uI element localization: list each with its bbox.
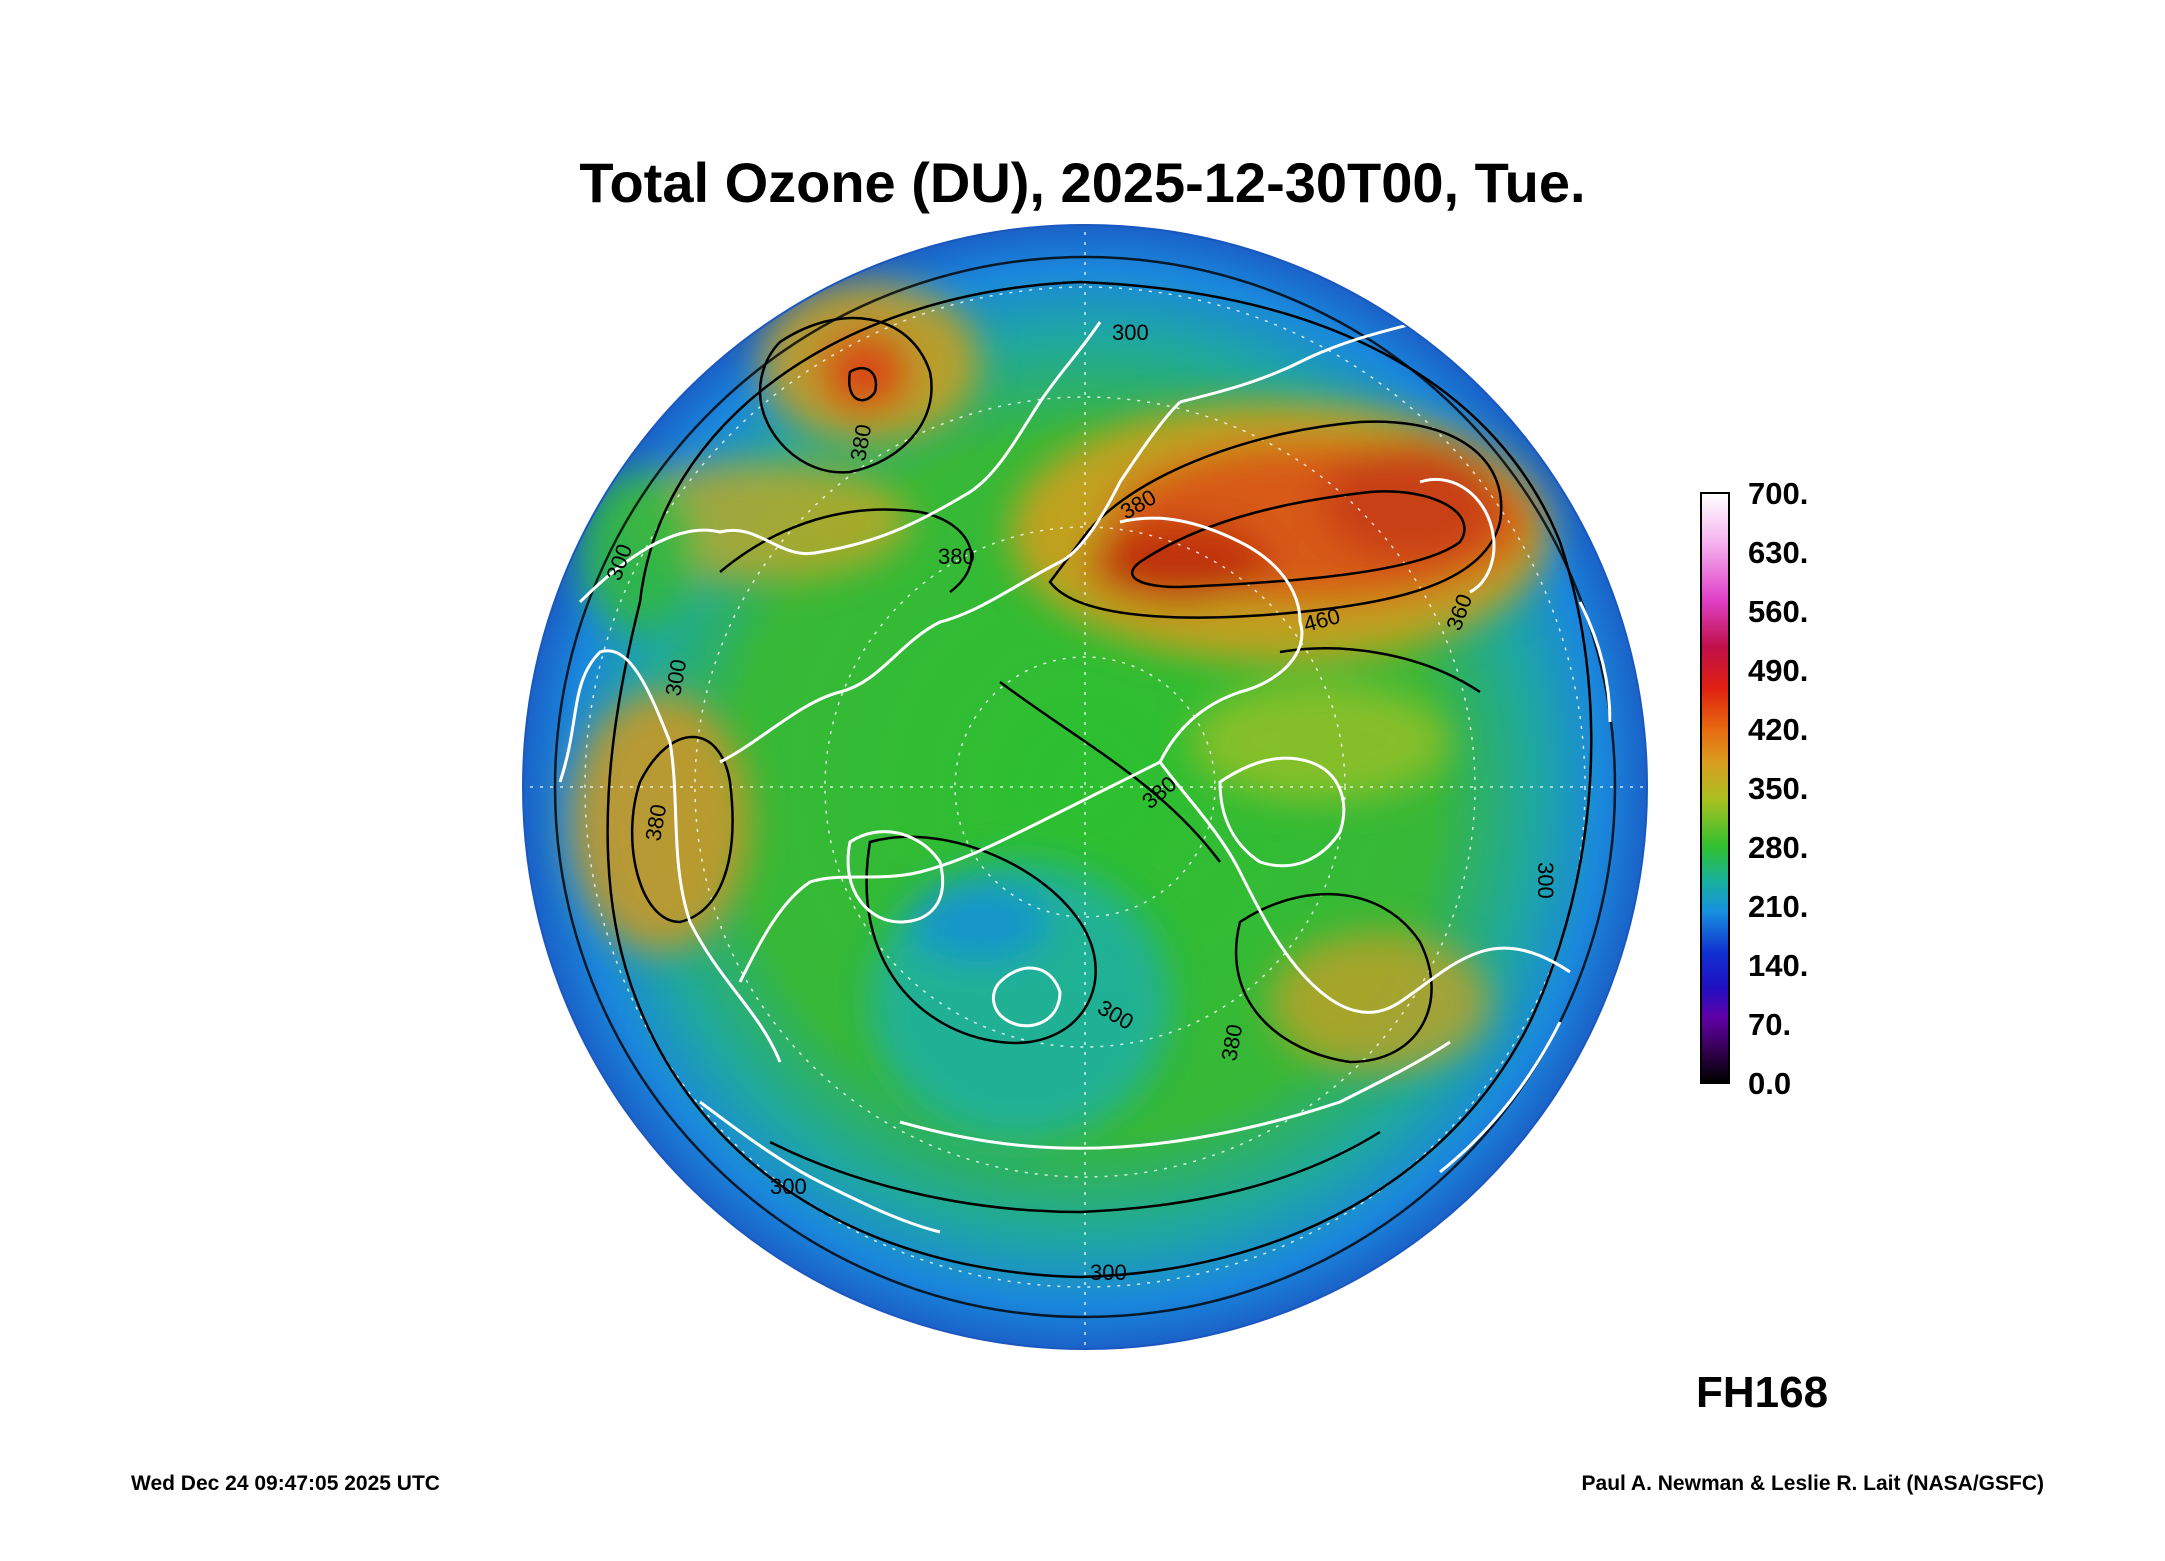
colorbar (1700, 492, 1730, 1084)
colorbar-tick: 280. (1748, 830, 1809, 865)
colorbar-tick: 0.0 (1748, 1066, 1792, 1101)
contour-label: 300 (770, 1174, 807, 1199)
colorbar-tick: 210. (1748, 889, 1809, 924)
colorbar-tick: 140. (1748, 948, 1809, 983)
colorbar-tick: 630. (1748, 535, 1809, 570)
ozone-map: 300 300 300 380 380 380 460 380 380 300 … (520, 222, 1650, 1352)
contour-label: 380 (938, 544, 975, 569)
contour-lines (553, 255, 1617, 1319)
contour-label: 300 (1533, 862, 1558, 899)
forecast-hour: FH168 (1696, 1368, 1829, 1417)
colorbar-tick: 490. (1748, 653, 1809, 688)
graticule (523, 225, 1647, 1349)
colorbar-tick: 700. (1748, 476, 1809, 511)
timestamp-footer: Wed Dec 24 09:47:05 2025 UTC (131, 1472, 440, 1495)
coastlines (558, 319, 1612, 1234)
map-title: Total Ozone (DU), 2025-12-30T00, Tue. (579, 151, 1586, 214)
colorbar-tick: 420. (1748, 712, 1809, 747)
contour-label: 300 (1112, 320, 1149, 345)
colorbar-tick: 70. (1748, 1007, 1792, 1042)
map-border (522, 224, 1648, 1350)
colorbar-tick: 560. (1748, 594, 1809, 629)
credit-footer: Paul A. Newman & Leslie R. Lait (NASA/GS… (1581, 1472, 2044, 1495)
colorbar-tick: 350. (1748, 771, 1809, 806)
contour-label: 300 (1090, 1260, 1127, 1285)
